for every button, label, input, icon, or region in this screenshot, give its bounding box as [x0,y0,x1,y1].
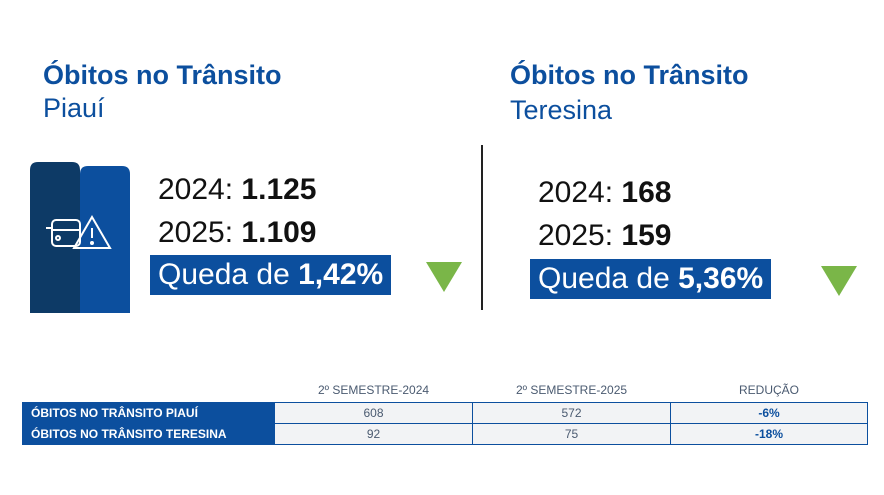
down-arrow-icon [821,266,857,296]
semester-table: 2º SEMESTRE-2024 2º SEMESTRE-2025 REDUÇÃ… [22,378,868,445]
piaui-2025: 2025: 1.109 [158,216,317,249]
car-accident-icon [30,162,130,313]
teresina-drop-badge: Queda de 5,36% [530,259,772,299]
table-row: ÓBITOS NO TRÂNSITO PIAUÍ 608 572 -6% [22,402,868,424]
piaui-title: Óbitos no Trânsito [43,60,282,90]
teresina-2025: 2025: 159 [538,219,672,252]
table-header: 2º SEMESTRE-2024 2º SEMESTRE-2025 REDUÇÃ… [317,383,799,397]
teresina-2024: 2024: 168 [538,176,672,209]
piaui-drop-badge: Queda de 1,42% [150,255,392,295]
teresina-title: Óbitos no Trânsito [510,60,749,90]
table-row: ÓBITOS NO TRÂNSITO TERESINA 92 75 -18% [22,423,868,445]
piaui-2024: 2024: 1.125 [158,173,317,206]
teresina-subtitle: Teresina [510,95,613,125]
down-arrow-icon [426,262,462,292]
divider [481,145,483,310]
piaui-subtitle: Piauí [43,93,105,123]
